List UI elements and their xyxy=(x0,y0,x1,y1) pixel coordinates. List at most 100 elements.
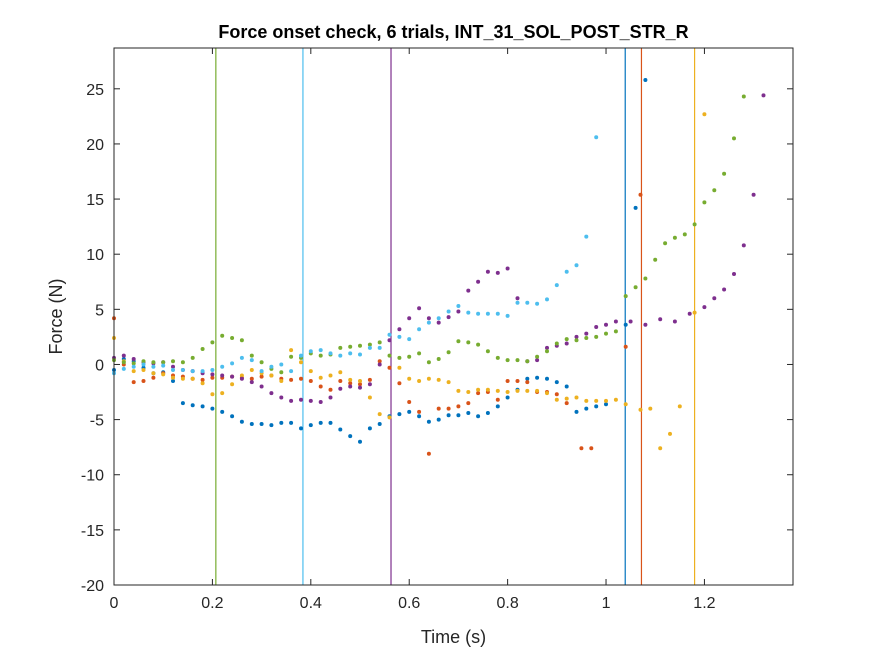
data-point xyxy=(485,311,490,316)
data-point xyxy=(259,422,264,426)
data-point xyxy=(436,417,441,422)
data-point xyxy=(515,379,520,383)
data-point xyxy=(171,368,175,372)
data-point xyxy=(417,306,422,311)
data-point xyxy=(289,377,294,382)
data-point xyxy=(485,387,490,392)
data-point xyxy=(220,364,225,369)
data-point xyxy=(220,391,225,396)
data-point xyxy=(574,395,579,400)
data-point xyxy=(672,235,677,240)
data-point xyxy=(131,380,136,385)
data-point xyxy=(279,420,284,425)
data-point xyxy=(239,376,244,381)
data-point xyxy=(722,171,727,176)
data-point xyxy=(239,419,244,424)
data-point xyxy=(367,345,372,350)
data-point xyxy=(387,415,392,420)
data-point xyxy=(289,398,294,403)
data-point xyxy=(426,360,431,365)
x-axis-label: Time (s) xyxy=(421,627,486,647)
data-point xyxy=(289,348,294,353)
data-point xyxy=(417,327,422,332)
data-point xyxy=(338,379,343,383)
data-point xyxy=(141,368,146,372)
data-point xyxy=(702,200,707,205)
data-point xyxy=(200,347,205,351)
data-point xyxy=(387,353,392,358)
data-point xyxy=(426,451,431,456)
data-point xyxy=(638,407,643,412)
data-point xyxy=(299,360,303,365)
data-point xyxy=(397,412,402,417)
data-point xyxy=(328,395,333,400)
data-point xyxy=(545,345,549,350)
data-point xyxy=(476,342,481,347)
data-point xyxy=(210,375,215,380)
data-point xyxy=(417,379,422,383)
data-point xyxy=(190,376,195,381)
data-point xyxy=(348,381,353,386)
data-point xyxy=(131,357,136,361)
y-tick-label: 10 xyxy=(86,247,104,264)
data-point xyxy=(210,392,215,397)
data-point xyxy=(397,327,402,332)
data-point xyxy=(171,379,175,383)
data-point xyxy=(564,337,569,342)
data-point xyxy=(554,341,559,346)
data-point xyxy=(269,391,274,396)
data-point xyxy=(377,422,382,426)
data-point xyxy=(131,369,136,374)
data-point xyxy=(446,350,451,355)
data-point xyxy=(505,313,510,318)
data-point xyxy=(613,329,618,334)
data-point xyxy=(308,379,313,383)
data-point xyxy=(495,397,500,402)
data-point xyxy=(466,390,471,394)
tick-labels: 0 0.2 0.4 0.6 0.8 1 1.2 -20 -15 -10 -5 0 5 10 15 20 25 xyxy=(81,48,793,612)
data-point xyxy=(692,310,697,315)
data-point xyxy=(485,269,490,274)
data-point xyxy=(741,243,746,248)
data-point xyxy=(643,322,648,327)
data-point xyxy=(545,391,549,396)
data-point xyxy=(426,376,431,381)
data-point xyxy=(338,427,343,432)
data-point xyxy=(367,395,372,400)
data-point xyxy=(515,300,520,305)
data-point xyxy=(141,359,146,364)
data-point xyxy=(495,270,500,275)
data-point xyxy=(367,342,372,347)
data-point xyxy=(545,376,549,381)
chart-title: Force onset check, 6 trials, INT_31_SOL_… xyxy=(218,22,688,42)
data-point xyxy=(722,287,727,292)
x-tick-label: 0.8 xyxy=(496,595,518,612)
series-4 xyxy=(112,93,766,404)
data-point xyxy=(476,414,481,419)
data-point xyxy=(367,382,372,387)
data-point xyxy=(279,362,284,367)
data-point xyxy=(446,413,451,418)
data-point xyxy=(299,376,303,381)
data-point xyxy=(318,420,323,425)
x-tick-label: 0 xyxy=(110,595,119,612)
data-point xyxy=(535,358,540,363)
data-point xyxy=(220,333,225,338)
data-point xyxy=(456,413,461,418)
data-point xyxy=(446,406,451,411)
y-axis-label: Force (N) xyxy=(46,279,66,355)
data-point xyxy=(589,446,594,451)
data-point xyxy=(161,372,166,377)
data-point xyxy=(407,337,412,342)
data-point xyxy=(259,369,264,374)
data-point xyxy=(121,353,126,358)
data-point xyxy=(594,398,599,403)
data-point xyxy=(584,234,589,239)
data-point xyxy=(604,331,608,336)
data-point xyxy=(367,377,372,382)
data-point xyxy=(397,334,402,339)
data-points xyxy=(112,78,766,456)
data-point xyxy=(121,360,126,365)
data-point xyxy=(564,384,569,389)
data-point xyxy=(269,373,274,378)
